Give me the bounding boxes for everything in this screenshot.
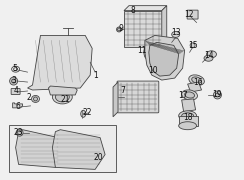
Text: 13: 13	[171, 28, 181, 37]
Ellipse shape	[179, 122, 197, 130]
Ellipse shape	[182, 113, 193, 119]
Ellipse shape	[16, 129, 23, 136]
Text: 6: 6	[15, 102, 20, 111]
Ellipse shape	[185, 92, 194, 98]
Text: 1: 1	[93, 71, 98, 80]
Polygon shape	[13, 103, 22, 108]
Text: 14: 14	[205, 51, 214, 60]
Text: 8: 8	[131, 6, 135, 15]
Ellipse shape	[12, 79, 16, 83]
Ellipse shape	[214, 91, 222, 99]
Text: 22: 22	[82, 108, 92, 117]
FancyBboxPatch shape	[11, 89, 20, 94]
Polygon shape	[52, 130, 105, 169]
Ellipse shape	[215, 93, 219, 97]
Ellipse shape	[179, 111, 197, 121]
Polygon shape	[124, 6, 167, 11]
Ellipse shape	[117, 27, 122, 32]
Ellipse shape	[206, 51, 216, 58]
Polygon shape	[124, 11, 162, 47]
FancyBboxPatch shape	[117, 81, 159, 113]
Polygon shape	[188, 82, 202, 92]
FancyBboxPatch shape	[9, 125, 116, 172]
Text: 16: 16	[193, 78, 202, 87]
Polygon shape	[162, 6, 167, 47]
Text: 11: 11	[137, 46, 147, 55]
Text: 20: 20	[93, 153, 103, 162]
Ellipse shape	[55, 92, 69, 102]
Ellipse shape	[10, 77, 18, 85]
Ellipse shape	[118, 28, 121, 31]
Text: 3: 3	[11, 76, 16, 85]
Ellipse shape	[192, 77, 202, 83]
Polygon shape	[16, 130, 62, 167]
Text: 18: 18	[183, 113, 192, 122]
Ellipse shape	[33, 97, 38, 101]
Polygon shape	[179, 116, 198, 126]
Ellipse shape	[144, 45, 152, 59]
FancyBboxPatch shape	[187, 10, 198, 19]
Polygon shape	[48, 86, 77, 95]
Text: 4: 4	[13, 87, 18, 96]
Ellipse shape	[52, 90, 72, 104]
Text: 9: 9	[119, 24, 123, 33]
Text: 19: 19	[213, 91, 222, 100]
Text: 23: 23	[14, 128, 23, 137]
Text: 5: 5	[12, 64, 17, 73]
Polygon shape	[28, 35, 92, 90]
Ellipse shape	[81, 110, 86, 117]
Ellipse shape	[31, 95, 40, 102]
Polygon shape	[145, 35, 185, 80]
Ellipse shape	[145, 47, 150, 57]
Text: 2: 2	[26, 93, 31, 102]
Text: 7: 7	[121, 86, 125, 94]
Ellipse shape	[189, 75, 204, 85]
Ellipse shape	[204, 55, 213, 61]
Polygon shape	[113, 82, 118, 117]
Text: 21: 21	[61, 95, 70, 104]
Text: 12: 12	[184, 10, 193, 19]
Ellipse shape	[182, 90, 197, 100]
Ellipse shape	[18, 131, 21, 135]
Text: 17: 17	[178, 91, 187, 100]
Ellipse shape	[190, 43, 195, 48]
Text: 15: 15	[188, 41, 197, 50]
Text: 10: 10	[148, 66, 158, 75]
Polygon shape	[182, 99, 196, 112]
Ellipse shape	[172, 31, 180, 37]
Polygon shape	[149, 42, 179, 76]
